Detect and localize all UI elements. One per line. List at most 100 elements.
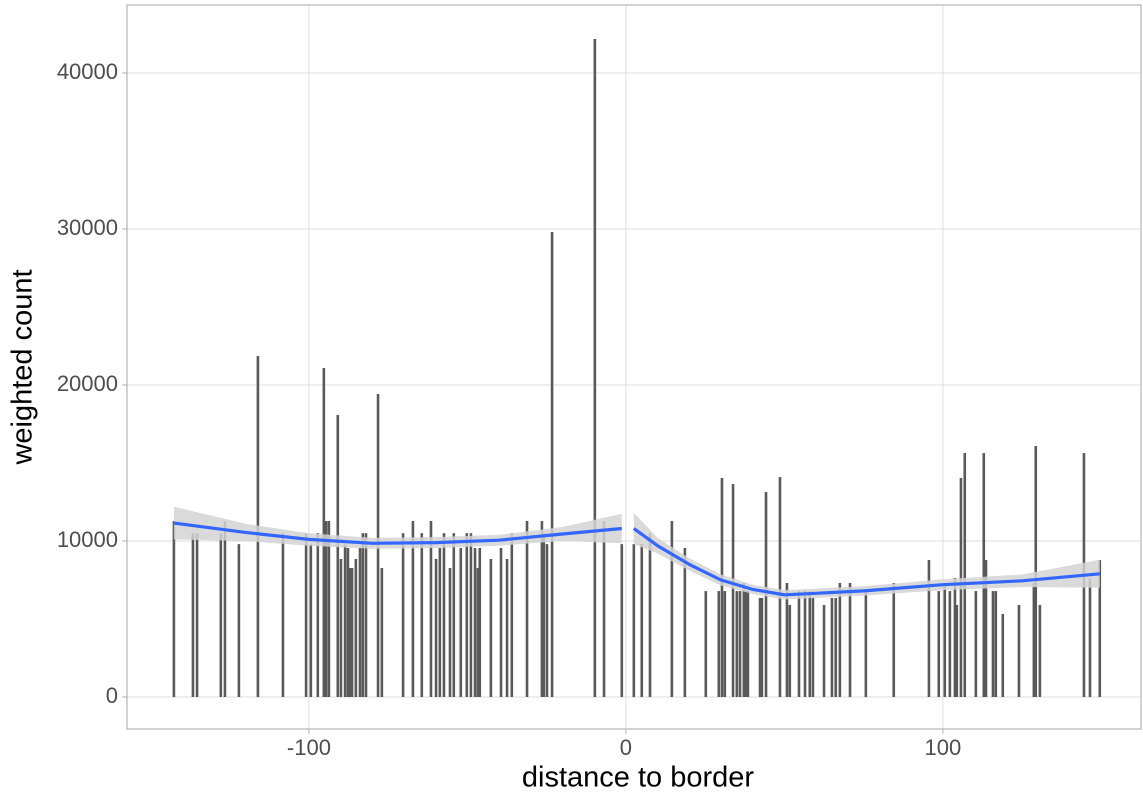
bar [448, 567, 452, 698]
bar [948, 591, 952, 698]
confidence-band [633, 512, 1100, 600]
bar [343, 544, 347, 698]
bar [602, 521, 606, 698]
bar [223, 521, 227, 698]
bar [316, 533, 320, 698]
bar [473, 548, 477, 698]
bar [442, 533, 446, 698]
bar [550, 231, 554, 698]
bar [327, 521, 331, 698]
bar [758, 597, 762, 698]
bar [434, 558, 438, 698]
y-tick-label: 40000 [57, 59, 118, 84]
bar [994, 591, 998, 698]
bar [822, 604, 826, 698]
marks [172, 38, 1102, 698]
bar [411, 521, 415, 698]
bar [927, 560, 931, 698]
bar [593, 38, 597, 698]
bar [982, 453, 986, 698]
smooth-line [632, 527, 1100, 597]
bar [380, 567, 384, 698]
bar [429, 521, 433, 698]
bar [172, 521, 176, 698]
bar [991, 591, 995, 698]
bar [191, 533, 195, 698]
bar [195, 533, 199, 698]
bar [309, 544, 313, 698]
bar [465, 533, 469, 698]
x-tick-label: -100 [287, 735, 331, 760]
bar [304, 533, 308, 698]
bar [864, 591, 868, 698]
smooth-line [173, 521, 622, 545]
bar [848, 582, 852, 698]
bar [717, 591, 721, 698]
x-axis-title: distance to border [522, 762, 754, 794]
bar [354, 558, 358, 698]
bar [420, 533, 424, 698]
y-tick-label: 20000 [57, 371, 118, 396]
bar [632, 544, 636, 698]
bar [704, 591, 708, 698]
panel-border [126, 4, 1142, 730]
bar [943, 582, 947, 698]
bar [1034, 445, 1038, 698]
bar [984, 560, 988, 698]
bar [510, 533, 514, 698]
bar [778, 477, 782, 698]
bar [1001, 614, 1005, 698]
bar [346, 548, 350, 698]
bar [738, 591, 742, 698]
y-tick-label: 30000 [57, 215, 118, 240]
bar [892, 582, 896, 698]
x-tick-label: 100 [925, 735, 962, 760]
bar [735, 591, 739, 698]
bar [723, 591, 727, 698]
bar [720, 477, 724, 698]
bar [785, 582, 789, 698]
bar [476, 567, 480, 698]
bar [760, 597, 764, 698]
bar [683, 548, 687, 698]
bar [281, 533, 285, 698]
bar [974, 591, 978, 698]
bar [838, 582, 842, 698]
bar [1098, 560, 1102, 698]
bar [540, 521, 544, 698]
bar [830, 597, 834, 698]
bar [459, 548, 463, 698]
bar [358, 548, 362, 698]
bar [350, 567, 354, 698]
bar [322, 367, 326, 698]
bar [1017, 604, 1021, 698]
bar [811, 597, 815, 698]
bar [237, 544, 241, 698]
bar [401, 533, 405, 698]
y-tick-label: 0 [106, 683, 118, 708]
bar [1038, 604, 1042, 698]
bar [963, 453, 967, 698]
bar [648, 533, 652, 698]
bar [746, 591, 750, 698]
bar [788, 604, 792, 698]
bar [499, 548, 503, 698]
bar [803, 591, 807, 698]
bar [1088, 577, 1092, 698]
y-tick-label: 10000 [57, 527, 118, 552]
bar [452, 533, 456, 698]
bar [339, 558, 343, 698]
bar [545, 544, 549, 698]
bar [834, 597, 838, 698]
bar [731, 484, 735, 698]
bar [478, 548, 482, 698]
bar [797, 591, 801, 698]
bar [640, 544, 644, 698]
x-tick-label: 0 [620, 735, 632, 760]
bar [542, 533, 546, 698]
bar [744, 591, 748, 698]
bar [364, 533, 368, 698]
bar [505, 558, 509, 698]
